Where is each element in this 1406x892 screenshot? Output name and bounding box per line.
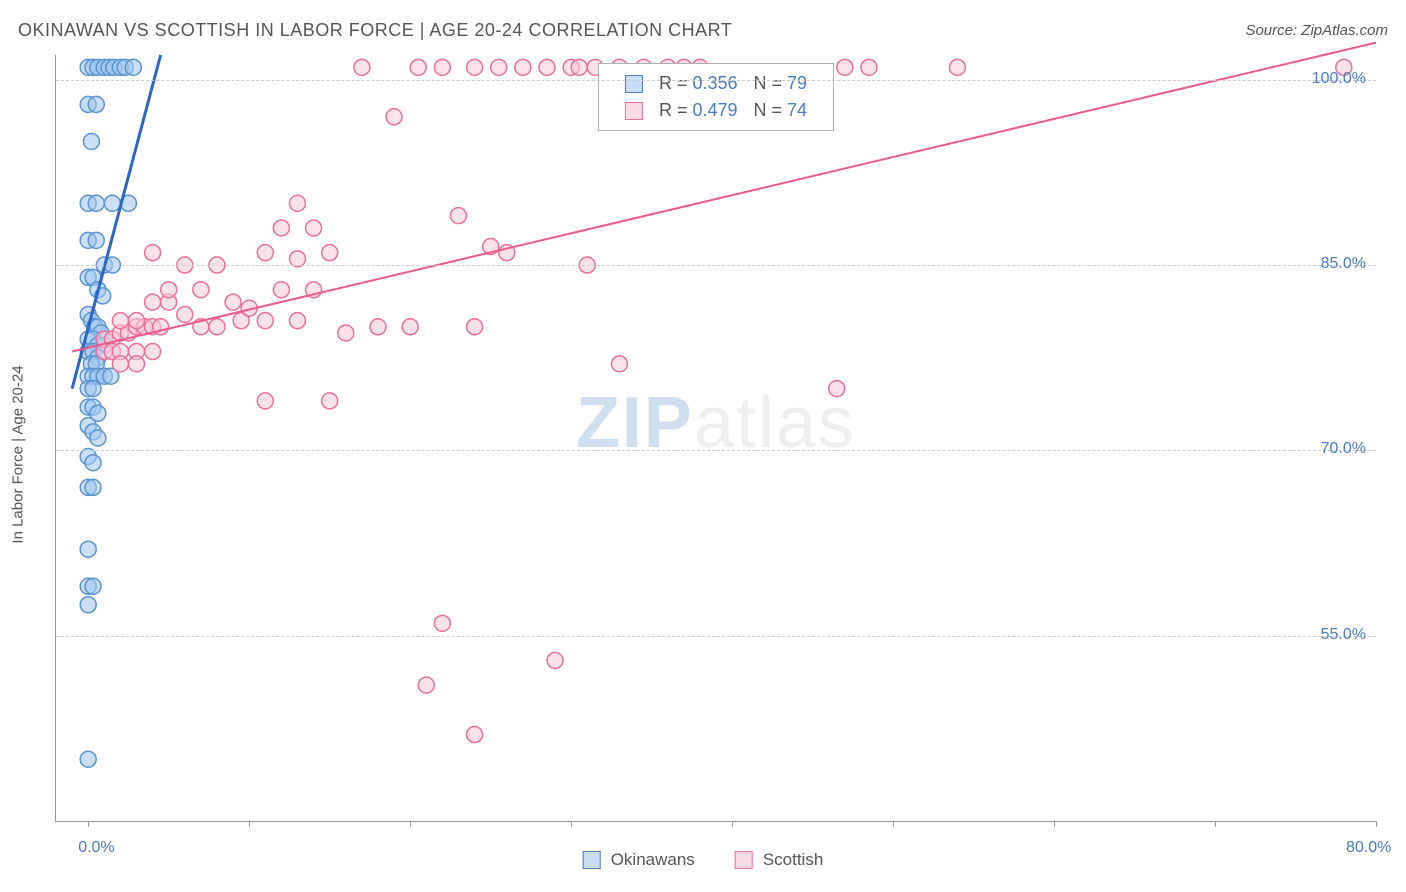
y-tick-label: 70.0% [1321,440,1366,458]
r-label: R = [659,73,693,93]
legend: Okinawans Scottish [583,850,824,870]
y-axis-title: In Labor Force | Age 20-24 [10,365,27,543]
legend-item-scottish: Scottish [735,850,823,870]
n-label: N = [754,100,788,120]
n-value: 79 [787,73,807,93]
n-value: 74 [787,100,807,120]
y-tick-label: 55.0% [1321,626,1366,644]
legend-item-okinawans: Okinawans [583,850,695,870]
swatch-scottish [735,851,753,869]
legend-label: Okinawans [611,850,695,870]
chart-header: OKINAWAN VS SCOTTISH IN LABOR FORCE | AG… [18,20,1388,41]
legend-label: Scottish [763,850,823,870]
y-tick-label: 100.0% [1312,70,1366,88]
chart-title: OKINAWAN VS SCOTTISH IN LABOR FORCE | AG… [18,20,732,41]
x-tick-label: 0.0% [78,839,114,857]
n-label: N = [754,73,788,93]
chart-source: Source: ZipAtlas.com [1245,22,1388,39]
swatch-okinawans [625,75,643,93]
stats-row: R = 0.356 N = 79 [617,70,815,97]
chart-svg [56,55,1376,821]
r-label: R = [659,100,693,120]
swatch-scottish [625,102,643,120]
swatch-okinawans [583,851,601,869]
x-tick-label: 80.0% [1346,839,1391,857]
r-value: 0.356 [692,73,737,93]
y-tick-label: 85.0% [1321,255,1366,273]
stats-box: R = 0.356 N = 79 R = 0.479 N = 74 [598,63,834,131]
plot-area: ZIPatlas R = 0.356 N = 79 R = 0.479 N = … [55,55,1376,822]
r-value: 0.479 [692,100,737,120]
stats-row: R = 0.479 N = 74 [617,97,815,124]
